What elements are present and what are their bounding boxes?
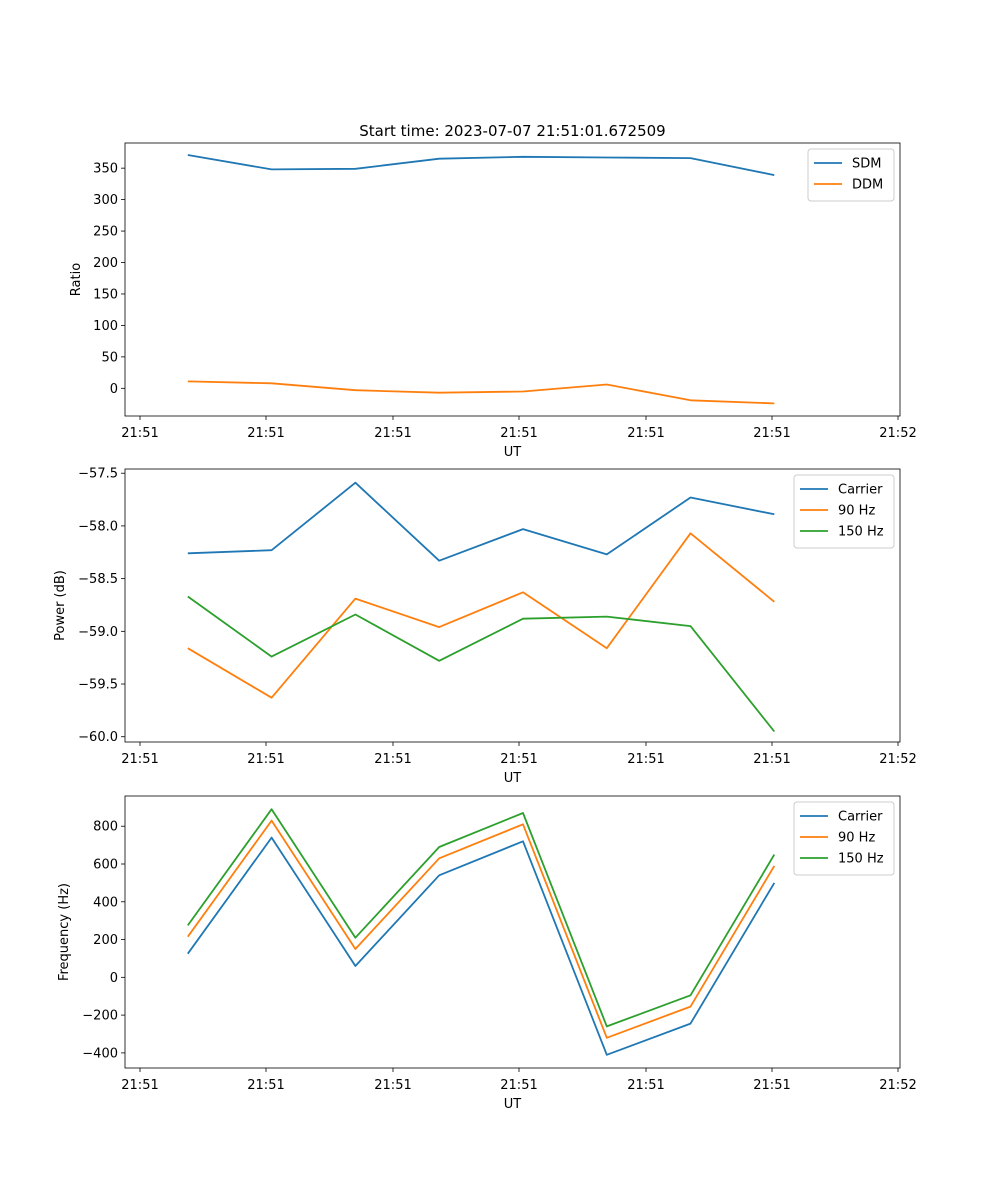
series-line-carrier xyxy=(187,481,775,562)
x-axis-title: UT xyxy=(504,1097,522,1112)
legend: SDM DDM xyxy=(807,148,895,202)
x-tick-label: 21:51 xyxy=(121,1078,158,1093)
panel-2: −60.0 −59.5 −59.0 −58.5 −58.0 −57.5 21:51 21:51… xyxy=(53,467,917,786)
x-tick-label: 21:51 xyxy=(500,752,537,767)
y-axis-title: Frequency (Hz) xyxy=(57,883,72,981)
legend-label: DDM xyxy=(852,178,883,193)
y-axis-title: Power (dB) xyxy=(53,570,68,641)
x-axis-title: UT xyxy=(504,771,522,786)
axes-frame xyxy=(124,142,901,417)
y-tick-label: −60.0 xyxy=(78,730,118,745)
x-axis-title: UT xyxy=(504,445,522,460)
x-tick-label: 21:51 xyxy=(247,1078,284,1093)
series-line-90-hz xyxy=(187,532,775,699)
legend-box xyxy=(793,474,895,549)
y-tick-label: −59.5 xyxy=(78,678,118,693)
legend-label: Carrier xyxy=(838,810,883,825)
y-tick-label: −200 xyxy=(82,1009,118,1024)
y-axis-title: Ratio xyxy=(69,263,84,296)
series-line-sdm xyxy=(187,154,775,176)
series-line-150-hz xyxy=(187,595,776,733)
legend: Carrier 90 Hz 150 Hz xyxy=(793,801,895,876)
x-tick-label: 21:51 xyxy=(374,1078,411,1093)
x-tick-label: 21:52 xyxy=(879,1078,916,1093)
y-tick-label: 100 xyxy=(93,319,118,334)
legend-label: 90 Hz xyxy=(838,504,875,519)
y-tick-label: 600 xyxy=(93,858,118,873)
series-line-90-hz xyxy=(187,819,776,1039)
x-tick-label: 21:51 xyxy=(753,426,790,441)
panel-1: Start time: 2023-07-07 21:51:01.672509 0 5… xyxy=(69,122,917,460)
x-tick-label: 21:51 xyxy=(121,752,158,767)
legend-label: 150 Hz xyxy=(838,852,884,867)
legend-box xyxy=(793,801,895,876)
axes-frame xyxy=(124,795,901,1069)
y-tick-label: 800 xyxy=(93,820,118,835)
series-line-150-hz xyxy=(187,808,776,1028)
y-tick-label: −59.0 xyxy=(78,625,118,640)
y-tick-label: 350 xyxy=(93,162,118,177)
x-tick-label: 21:51 xyxy=(500,1078,537,1093)
y-tick-label: 150 xyxy=(93,287,118,302)
x-tick-label: 21:51 xyxy=(247,752,284,767)
x-tick-label: 21:51 xyxy=(627,752,664,767)
y-tick-label: 400 xyxy=(93,895,118,910)
x-tick-label: 21:51 xyxy=(374,752,411,767)
y-tick-label: 300 xyxy=(93,193,118,208)
y-tick-label: 200 xyxy=(93,256,118,271)
series-line-carrier xyxy=(187,836,776,1056)
x-tick-label: 21:51 xyxy=(500,426,537,441)
y-tick-label: −400 xyxy=(82,1046,118,1061)
y-tick-label: 250 xyxy=(93,225,118,240)
y-tick-label: 0 xyxy=(110,382,118,397)
y-tick-label: 200 xyxy=(93,933,118,948)
x-tick-label: 21:51 xyxy=(753,752,790,767)
y-tick-label: −58.5 xyxy=(78,572,118,587)
series-line-ddm xyxy=(187,380,775,405)
chart-title: Start time: 2023-07-07 21:51:01.672509 xyxy=(359,122,665,140)
x-tick-label: 21:51 xyxy=(753,1078,790,1093)
y-tick-label: −57.5 xyxy=(78,467,118,482)
legend: Carrier 90 Hz 150 Hz xyxy=(793,474,895,549)
x-tick-label: 21:51 xyxy=(247,426,284,441)
y-tick-label: 0 xyxy=(110,971,118,986)
y-tick-label: −58.0 xyxy=(78,519,118,534)
axes-frame xyxy=(124,468,901,743)
x-tick-label: 21:51 xyxy=(374,426,411,441)
x-tick-label: 21:51 xyxy=(627,426,664,441)
x-tick-label: 21:52 xyxy=(879,752,916,767)
y-tick-label: 50 xyxy=(101,350,118,365)
legend-box xyxy=(807,148,895,202)
legend-label: 150 Hz xyxy=(838,525,884,540)
legend-label: SDM xyxy=(852,157,881,172)
x-tick-label: 21:51 xyxy=(121,426,158,441)
x-tick-label: 21:51 xyxy=(627,1078,664,1093)
x-tick-label: 21:52 xyxy=(879,426,916,441)
panel-3: −400 −200 0 200 400 600 800 21:51 21:51 21:51 21:5… xyxy=(57,795,917,1112)
legend-label: 90 Hz xyxy=(838,831,875,846)
legend-label: Carrier xyxy=(838,483,883,498)
